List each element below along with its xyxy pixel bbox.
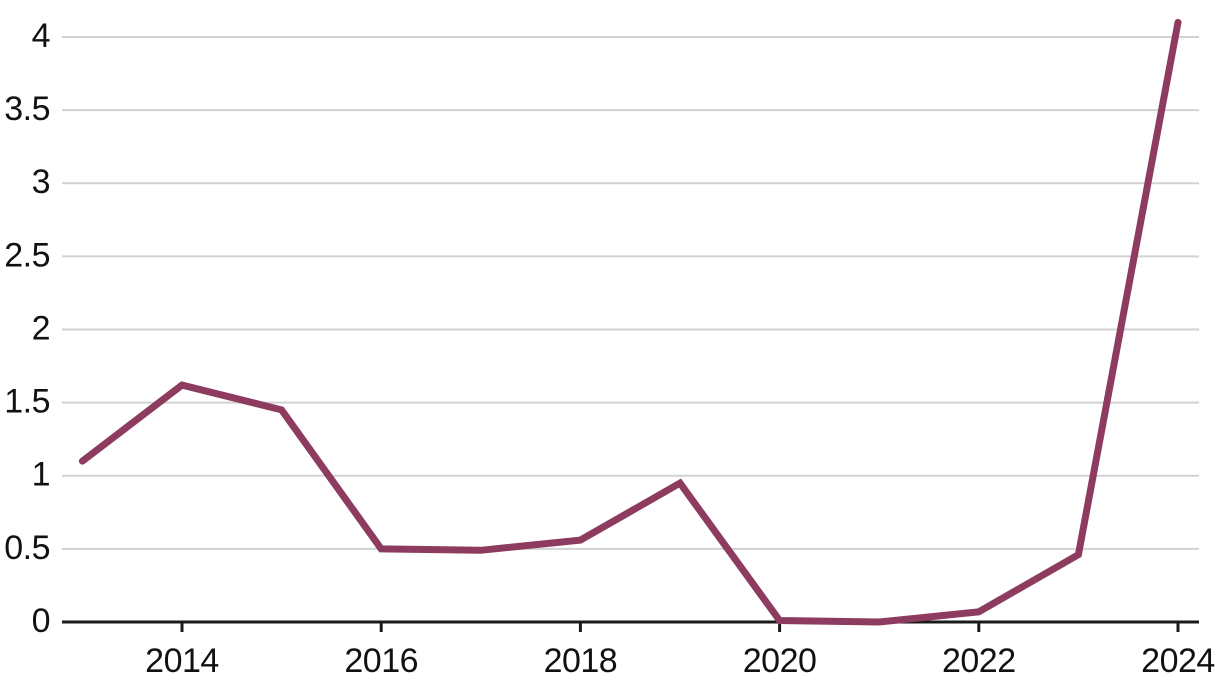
y-axis-tick-label: 0 (32, 602, 50, 640)
y-axis-tick-label: 1.5 (4, 383, 50, 421)
x-axis-tick-label: 2020 (743, 642, 817, 680)
y-axis-tick-label: 2.5 (4, 236, 50, 274)
y-axis-tick-label: 3.5 (4, 90, 50, 128)
y-axis-tick-label: 3 (32, 163, 50, 201)
x-axis-tick-label: 2016 (344, 642, 418, 680)
y-axis-tick-label: 2 (32, 309, 50, 347)
x-axis-tick-label: 2022 (942, 642, 1016, 680)
x-axis-tick-label: 2014 (145, 642, 219, 680)
x-axis-tick-label: 2024 (1141, 642, 1215, 680)
data-series-line (78, 18, 1182, 626)
y-axis-tick-label: 1 (32, 456, 50, 494)
y-axis-tick-label: 0.5 (4, 529, 50, 567)
y-axis-tick-label: 4 (32, 17, 50, 55)
x-axis-tick-label: 2018 (544, 642, 618, 680)
